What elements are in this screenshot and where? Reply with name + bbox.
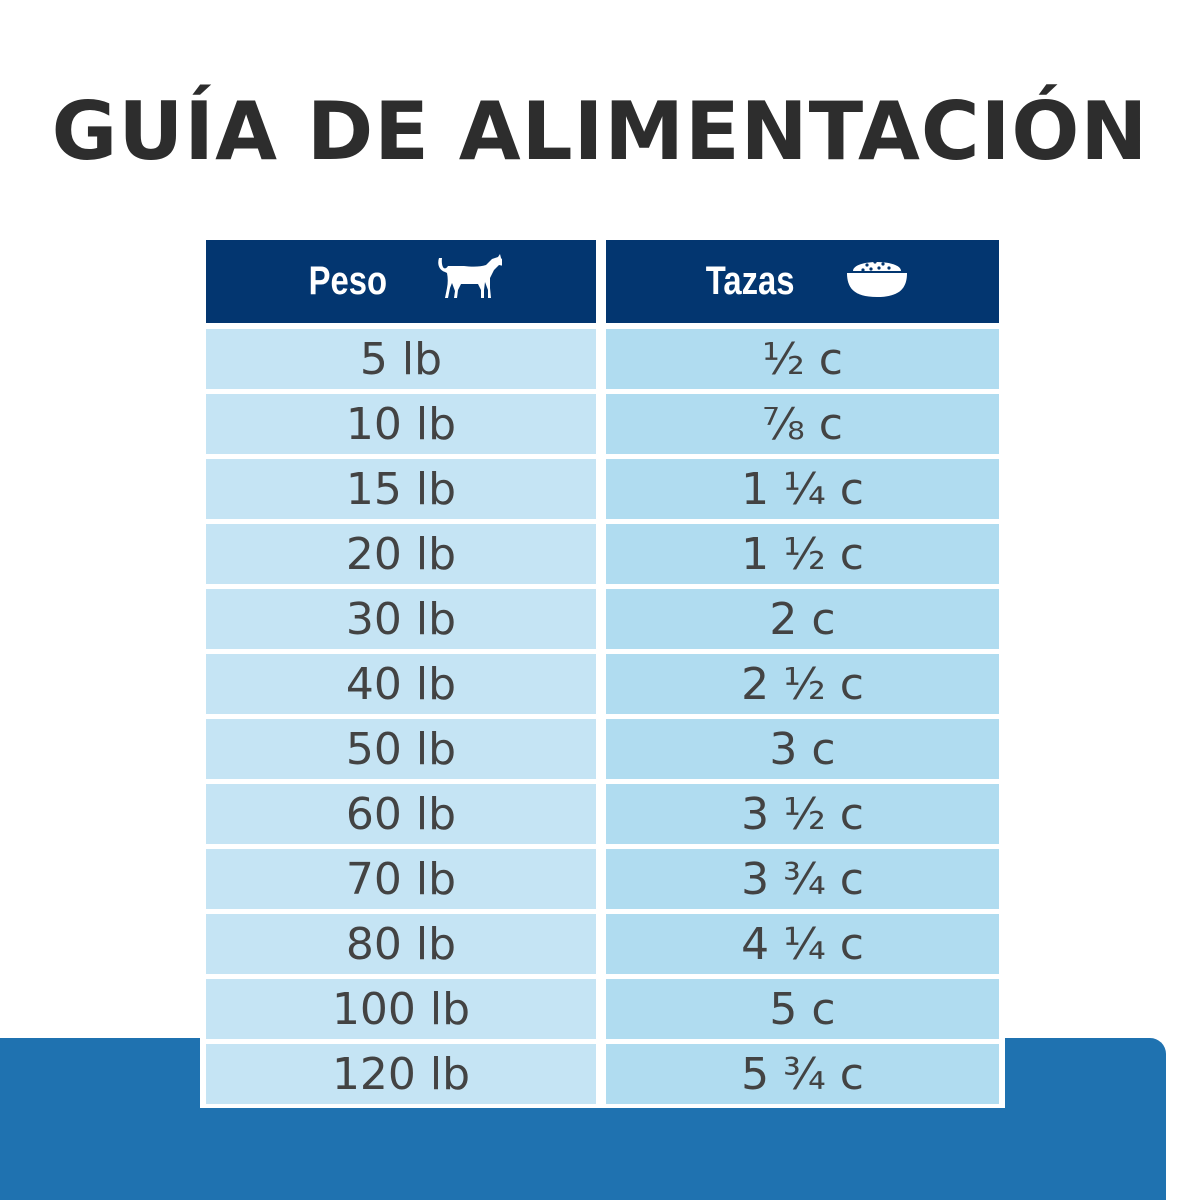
weight-cell: 60 lb bbox=[206, 784, 596, 844]
weight-cell: 120 lb bbox=[206, 1044, 596, 1104]
cups-cell: 1 ½ c bbox=[606, 524, 999, 584]
weight-cell: 10 lb bbox=[206, 394, 596, 454]
cups-cell: 3 ¾ c bbox=[606, 849, 999, 909]
weight-cell: 50 lb bbox=[206, 719, 596, 779]
cups-cell: 1 ¼ c bbox=[606, 459, 999, 519]
feeding-table: Peso Tazas 5 lb ½ c 10 lb ⅞ c 15 lb 1 ¼ c 20 l… bbox=[200, 237, 1005, 1108]
weight-cell: 80 lb bbox=[206, 914, 596, 974]
weight-cell: 40 lb bbox=[206, 654, 596, 714]
header-weight-label: Peso bbox=[308, 259, 388, 303]
weight-cell: 5 lb bbox=[206, 329, 596, 389]
weight-cell: 20 lb bbox=[206, 524, 596, 584]
food-bowl-icon bbox=[845, 255, 909, 309]
weight-cell: 70 lb bbox=[206, 849, 596, 909]
header-cups-label: Tazas bbox=[706, 259, 795, 303]
cups-cell: 3 ½ c bbox=[606, 784, 999, 844]
cups-cell: 5 c bbox=[606, 979, 999, 1039]
cups-cell: 2 ½ c bbox=[606, 654, 999, 714]
page-title: GUÍA DE ALIMENTACIÓN bbox=[51, 85, 1149, 178]
cups-cell: 2 c bbox=[606, 589, 999, 649]
weight-cell: 30 lb bbox=[206, 589, 596, 649]
cups-cell: 3 c bbox=[606, 719, 999, 779]
cups-cell: ⅞ c bbox=[606, 394, 999, 454]
cups-cell: 4 ¼ c bbox=[606, 914, 999, 974]
header-weight: Peso bbox=[206, 240, 596, 323]
cups-cell: ½ c bbox=[606, 329, 999, 389]
header-cups: Tazas bbox=[606, 240, 999, 323]
dog-icon bbox=[436, 252, 505, 312]
weight-cell: 15 lb bbox=[206, 459, 596, 519]
cups-cell: 5 ¾ c bbox=[606, 1044, 999, 1104]
weight-cell: 100 lb bbox=[206, 979, 596, 1039]
